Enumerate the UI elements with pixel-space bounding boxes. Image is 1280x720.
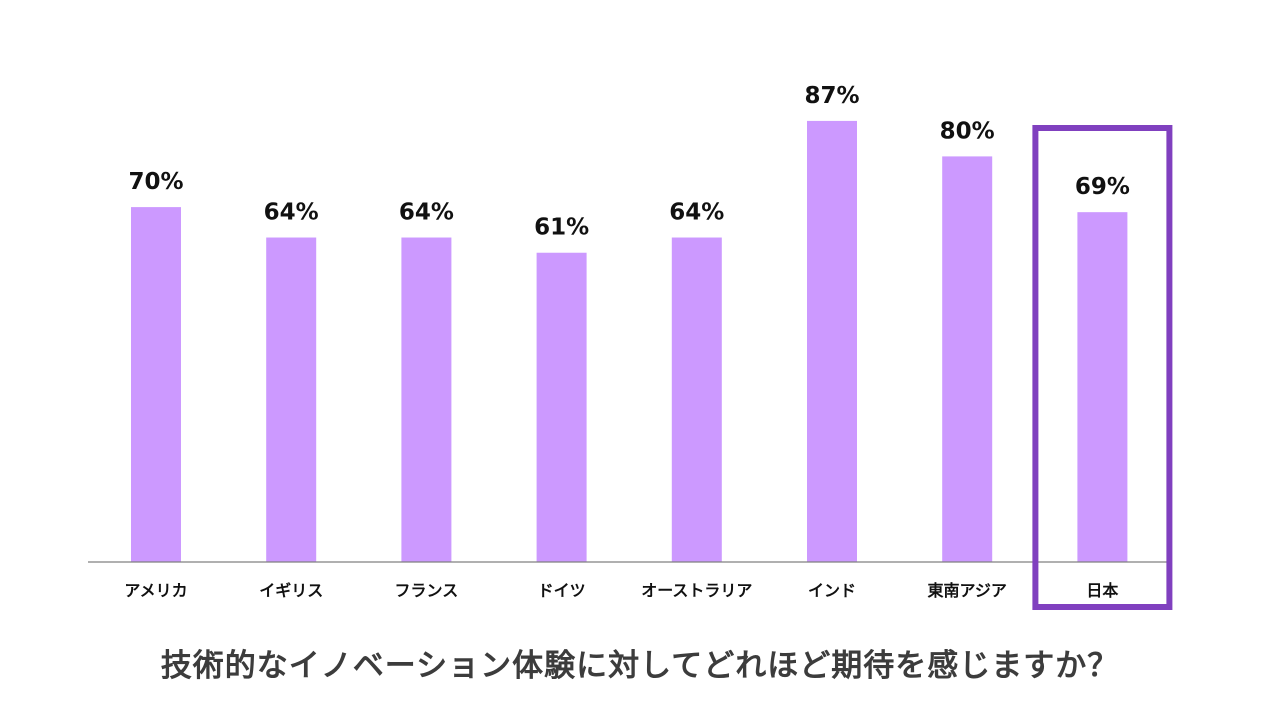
value-label-6: 87%	[804, 83, 859, 109]
category-label-3: フランス	[395, 581, 459, 600]
bar-2	[266, 237, 317, 562]
highlight-frame	[1032, 125, 1173, 610]
bar-6	[807, 120, 857, 562]
value-label-8: 69%	[1075, 174, 1130, 200]
value-label-7: 80%	[940, 118, 995, 144]
bar-4	[536, 252, 587, 563]
value-label-4: 61%	[534, 215, 589, 241]
bar-1	[131, 207, 181, 562]
bar-3	[401, 237, 452, 562]
category-label-6: インド	[808, 581, 856, 600]
category-label-1: アメリカ	[124, 581, 187, 600]
bar-8	[1077, 212, 1128, 563]
category-label-4: ドイツ	[538, 581, 586, 600]
category-label-7: 東南アジア	[928, 581, 1007, 600]
chart-question-caption: 技術的なイノベーション体験に対してどれほど期待を感じますか？	[160, 648, 1120, 684]
category-label-2: イギリス	[259, 581, 323, 600]
value-label-3: 64%	[399, 200, 454, 226]
value-label-5: 64%	[669, 200, 724, 226]
category-label-5: オーストラリア	[641, 581, 752, 600]
value-label-1: 70%	[128, 169, 183, 195]
bar-5	[671, 237, 722, 562]
value-label-2: 64%	[264, 200, 319, 226]
bar-7	[942, 156, 993, 562]
category-label-8: 日本	[1086, 581, 1118, 600]
